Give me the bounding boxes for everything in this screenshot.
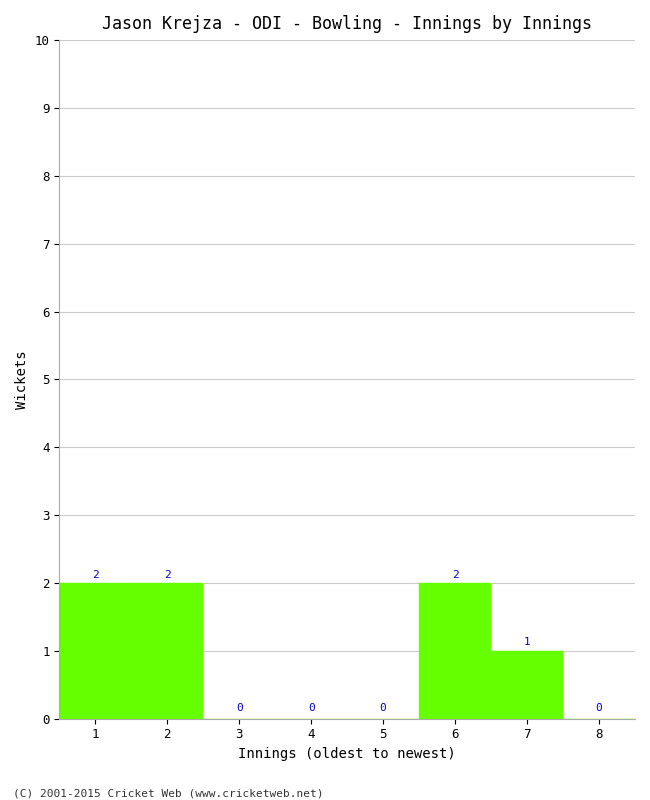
Bar	[491, 651, 563, 718]
Text: 2: 2	[92, 570, 99, 580]
Bar	[419, 583, 491, 718]
Text: 1: 1	[524, 638, 530, 647]
Bar	[131, 583, 203, 718]
Text: (C) 2001-2015 Cricket Web (www.cricketweb.net): (C) 2001-2015 Cricket Web (www.cricketwe…	[13, 788, 324, 798]
Title: Jason Krejza - ODI - Bowling - Innings by Innings: Jason Krejza - ODI - Bowling - Innings b…	[102, 15, 592, 33]
Text: 0: 0	[380, 703, 387, 714]
Text: 0: 0	[236, 703, 242, 714]
Text: 0: 0	[595, 703, 603, 714]
Y-axis label: Wickets: Wickets	[15, 350, 29, 409]
Text: 2: 2	[452, 570, 458, 580]
Bar	[59, 583, 131, 718]
X-axis label: Innings (oldest to newest): Innings (oldest to newest)	[239, 747, 456, 761]
Text: 0: 0	[308, 703, 315, 714]
Text: 2: 2	[164, 570, 170, 580]
